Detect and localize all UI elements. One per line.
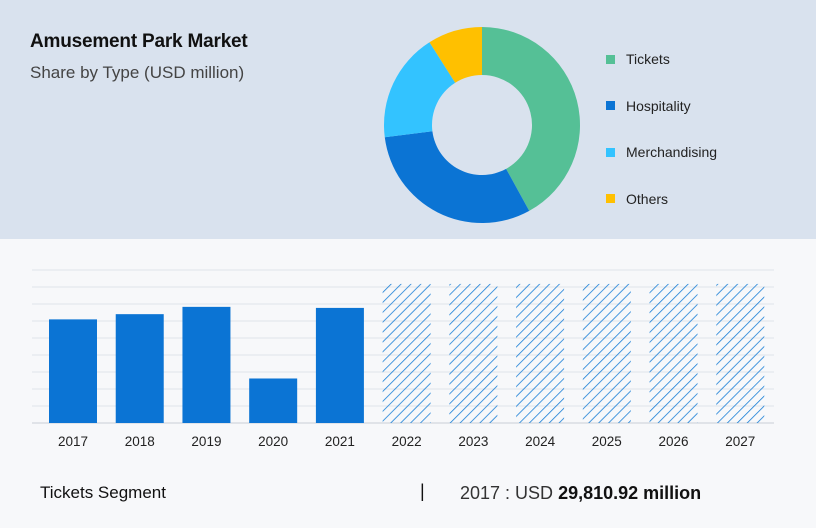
legend-item-tickets: Tickets [606,47,717,71]
x-tick-label: 2024 [525,434,556,449]
legend-swatch [606,54,615,64]
x-tick-label: 2026 [659,434,689,449]
x-tick-label: 2027 [725,434,755,449]
segment-amount: 29,810.92 million [558,483,702,503]
donut-slice-merchandising [384,42,456,138]
segment-year: 2017 : USD [460,483,554,503]
donut-slice-hospitality [384,131,530,223]
donut-legend: Tickets Hospitality Merchandising Others [606,47,717,233]
forecast-bar-2026 [649,283,698,423]
x-tick-label: 2022 [392,434,422,449]
bar-2019 [182,306,231,423]
segment-label: Tickets Segment [40,483,166,502]
chart-title: Amusement Park Market [30,31,248,52]
x-tick-label: 2020 [258,434,288,449]
x-tick-label: 2017 [58,434,88,449]
legend-swatch [606,147,615,157]
x-tick-label: 2019 [191,434,221,449]
bar-2018 [115,314,164,423]
legend-swatch [606,101,615,110]
donut-slice-others [429,27,482,83]
legend-item-hospitality: Hospitality [606,94,717,118]
legend-label: Hospitality [626,97,691,114]
legend-item-merchandising: Merchandising [606,140,717,164]
segment-value: 2017 : USD 29,810.92 million [460,483,701,504]
x-tick-label: 2018 [125,434,155,449]
forecast-bar-2024 [516,283,565,423]
legend-item-others: Others [606,187,717,211]
forecast-bar-2025 [582,283,631,423]
x-tick-label: 2025 [592,434,622,449]
bar-2021 [315,307,364,423]
x-tick-label: 2023 [458,434,488,449]
chart-subtitle: Share by Type (USD million) [30,63,245,82]
bar-chart: 2017 2018 2019 2020 2021 2022 2023 2024 2025 2026… [32,269,774,449]
legend-label: Merchandising [626,144,718,160]
bar-2020 [249,378,298,423]
x-tick-label: 2021 [325,434,355,449]
donut-chart [384,27,580,223]
footer-separator: | [420,481,425,501]
forecast-bar-2022 [382,283,431,423]
legend-swatch [606,194,615,203]
forecast-bar-2023 [449,283,498,423]
legend-label: Tickets [626,51,670,67]
legend-label: Others [626,190,669,207]
donut-slice-tickets [482,27,580,211]
forecast-bar-2027 [716,283,765,423]
bar-2017 [49,319,97,423]
